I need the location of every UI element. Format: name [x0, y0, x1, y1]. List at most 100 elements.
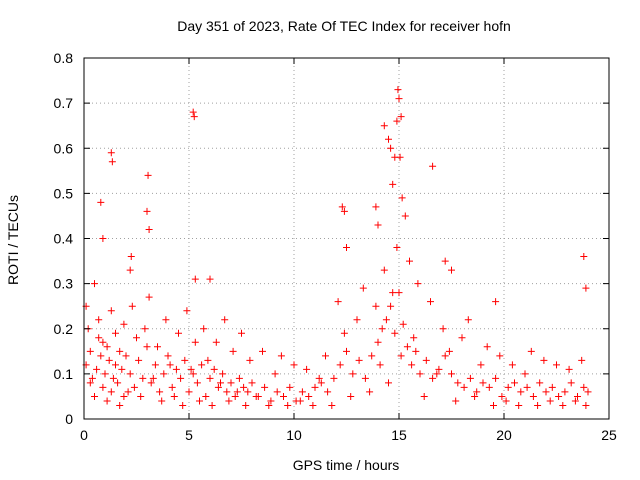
data-point — [311, 383, 319, 391]
data-point — [536, 379, 544, 387]
data-point — [473, 388, 481, 396]
data-point — [559, 401, 567, 409]
data-point — [166, 361, 174, 369]
data-point — [298, 388, 306, 396]
data-point — [208, 401, 216, 409]
data-point — [124, 388, 132, 396]
data-point — [433, 370, 441, 378]
data-point — [240, 383, 248, 391]
data-point — [160, 370, 168, 378]
data-point — [394, 86, 402, 94]
data-point — [309, 401, 317, 409]
data-point — [380, 122, 388, 130]
data-point — [396, 153, 404, 161]
data-point — [502, 397, 510, 405]
data-point — [95, 316, 103, 324]
data-point — [127, 253, 135, 261]
data-point — [521, 370, 529, 378]
data-point — [177, 374, 185, 382]
data-point — [259, 347, 266, 355]
data-point — [210, 365, 218, 373]
data-point — [584, 388, 592, 396]
data-point — [305, 392, 313, 400]
data-point — [231, 392, 239, 400]
x-tick-label: 25 — [601, 427, 617, 443]
data-point — [322, 352, 329, 360]
data-point — [372, 203, 380, 211]
data-point — [317, 379, 325, 387]
data-point — [429, 374, 437, 382]
data-point — [393, 117, 401, 125]
data-point — [340, 207, 348, 215]
data-point — [328, 401, 336, 409]
data-point — [108, 158, 116, 166]
data-point — [534, 401, 542, 409]
data-point — [101, 370, 109, 378]
data-point — [387, 302, 395, 310]
data-point — [126, 370, 134, 378]
x-tick-label: 20 — [496, 427, 512, 443]
data-point — [477, 361, 485, 369]
data-point — [189, 108, 197, 116]
data-point — [349, 370, 357, 378]
data-point — [567, 379, 575, 387]
data-point — [91, 280, 98, 288]
x-tick-label: 5 — [185, 427, 193, 443]
data-point — [221, 316, 229, 324]
data-point — [406, 257, 413, 265]
data-point — [107, 307, 115, 315]
x-tick-label: 10 — [286, 427, 302, 443]
y-tick-label: 0.7 — [54, 95, 74, 111]
data-point — [214, 383, 222, 391]
data-point — [162, 316, 170, 324]
data-point — [429, 162, 437, 170]
data-point — [359, 284, 367, 292]
data-point — [374, 338, 382, 346]
y-tick-label: 0.2 — [54, 321, 74, 337]
data-point — [120, 392, 128, 400]
data-point — [120, 320, 128, 328]
data-point — [235, 374, 243, 382]
data-point — [416, 370, 424, 378]
data-point — [296, 397, 304, 405]
data-point — [490, 401, 497, 409]
data-point — [542, 388, 550, 396]
data-point — [389, 180, 397, 188]
data-point — [193, 379, 201, 387]
data-point — [515, 401, 523, 409]
data-point — [574, 392, 581, 400]
data-point — [410, 334, 418, 342]
data-point — [168, 383, 176, 391]
data-point — [244, 388, 252, 396]
data-point — [460, 383, 468, 391]
data-point — [99, 338, 107, 346]
data-point — [135, 356, 143, 364]
data-point — [198, 361, 206, 369]
x-tick-label: 15 — [391, 427, 407, 443]
data-point — [116, 401, 124, 409]
data-point — [190, 113, 198, 121]
data-point — [422, 356, 430, 364]
data-point — [353, 316, 361, 324]
data-point — [156, 388, 164, 396]
y-tick-label: 0.5 — [54, 185, 74, 201]
data-point — [122, 352, 130, 360]
data-point — [271, 370, 279, 378]
data-point — [97, 352, 105, 360]
data-point — [91, 392, 98, 400]
data-point — [414, 280, 422, 288]
data-point — [508, 361, 516, 369]
data-point — [448, 370, 455, 378]
data-point — [93, 365, 101, 373]
data-point — [397, 352, 405, 360]
data-point — [219, 370, 227, 378]
data-point — [238, 329, 245, 337]
data-point — [343, 244, 350, 252]
data-point — [338, 203, 346, 211]
data-point — [164, 352, 172, 360]
data-point — [107, 149, 115, 157]
data-point — [492, 298, 500, 306]
data-point — [439, 325, 447, 333]
data-point — [103, 343, 111, 351]
data-point — [141, 325, 149, 333]
